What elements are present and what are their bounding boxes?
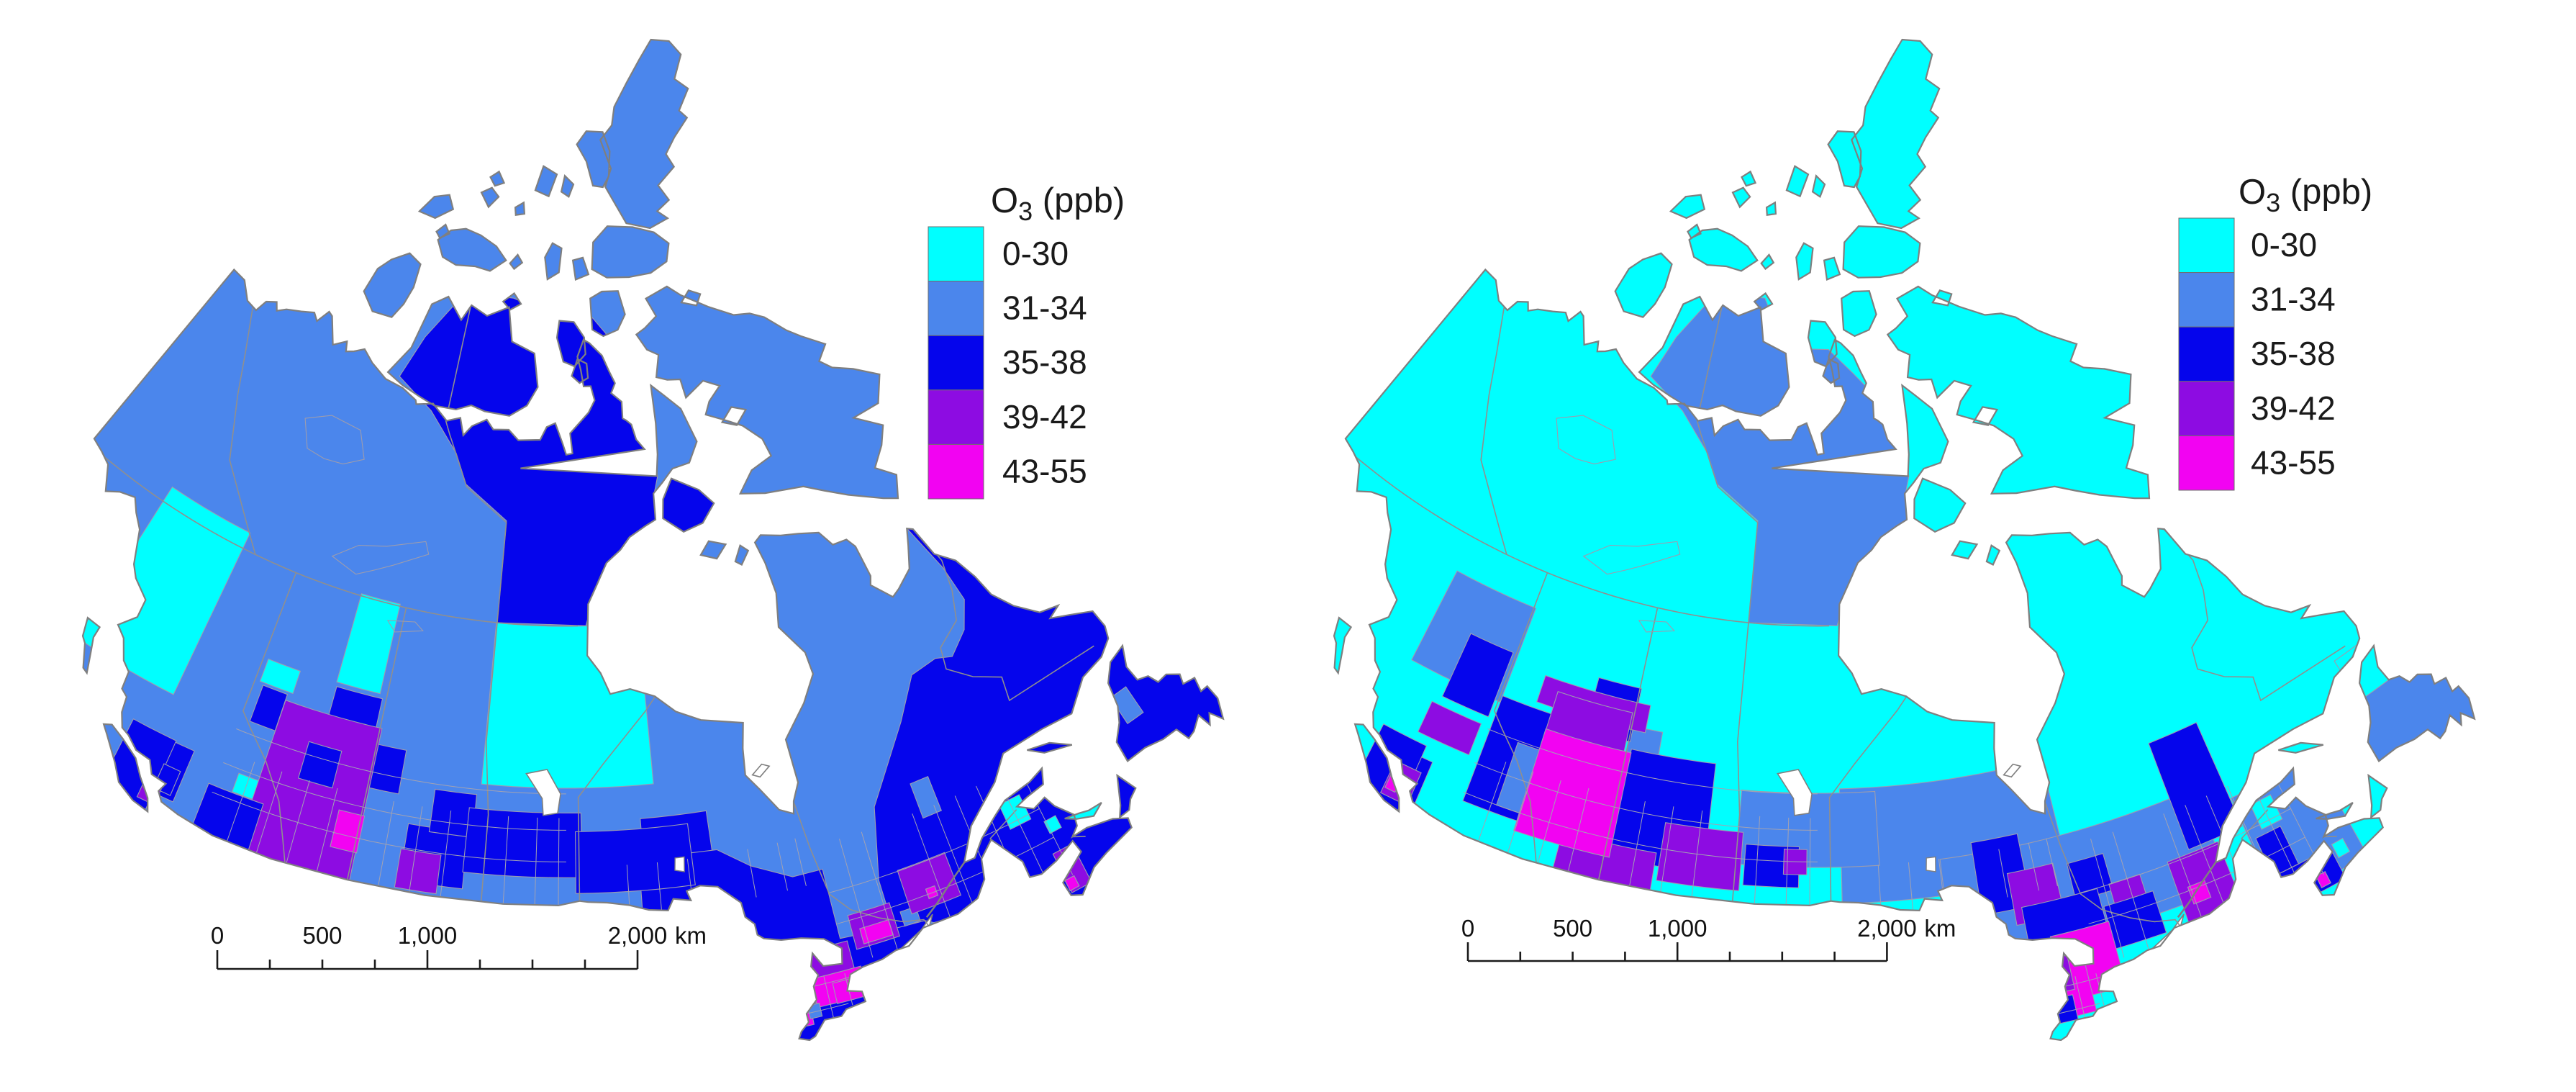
svg-text:35-38: 35-38 bbox=[2251, 335, 2336, 372]
svg-text:39-42: 39-42 bbox=[1002, 398, 1087, 436]
svg-text:500: 500 bbox=[1553, 915, 1592, 942]
svg-text:1,000: 1,000 bbox=[398, 922, 458, 949]
svg-text:31-34: 31-34 bbox=[1002, 289, 1087, 327]
svg-text:1,000: 1,000 bbox=[1648, 915, 1707, 942]
svg-text:43-55: 43-55 bbox=[1002, 452, 1087, 489]
svg-text:km: km bbox=[675, 922, 707, 949]
svg-text:43-55: 43-55 bbox=[2251, 443, 2336, 481]
svg-text:km: km bbox=[1924, 915, 1956, 942]
svg-text:2,000: 2,000 bbox=[1857, 915, 1917, 942]
svg-text:0-30: 0-30 bbox=[2251, 226, 2317, 263]
svg-text:500: 500 bbox=[302, 922, 342, 949]
svg-text:0: 0 bbox=[211, 922, 224, 949]
svg-text:O3 (ppb): O3 (ppb) bbox=[2239, 173, 2372, 217]
svg-text:2,000: 2,000 bbox=[608, 922, 668, 949]
svg-text:31-34: 31-34 bbox=[2251, 281, 2336, 318]
svg-text:0: 0 bbox=[1461, 915, 1474, 942]
svg-text:0-30: 0-30 bbox=[1002, 235, 1069, 272]
svg-text:O3 (ppb): O3 (ppb) bbox=[991, 181, 1125, 226]
svg-text:39-42: 39-42 bbox=[2251, 389, 2336, 427]
svg-text:35-38: 35-38 bbox=[1002, 343, 1087, 381]
